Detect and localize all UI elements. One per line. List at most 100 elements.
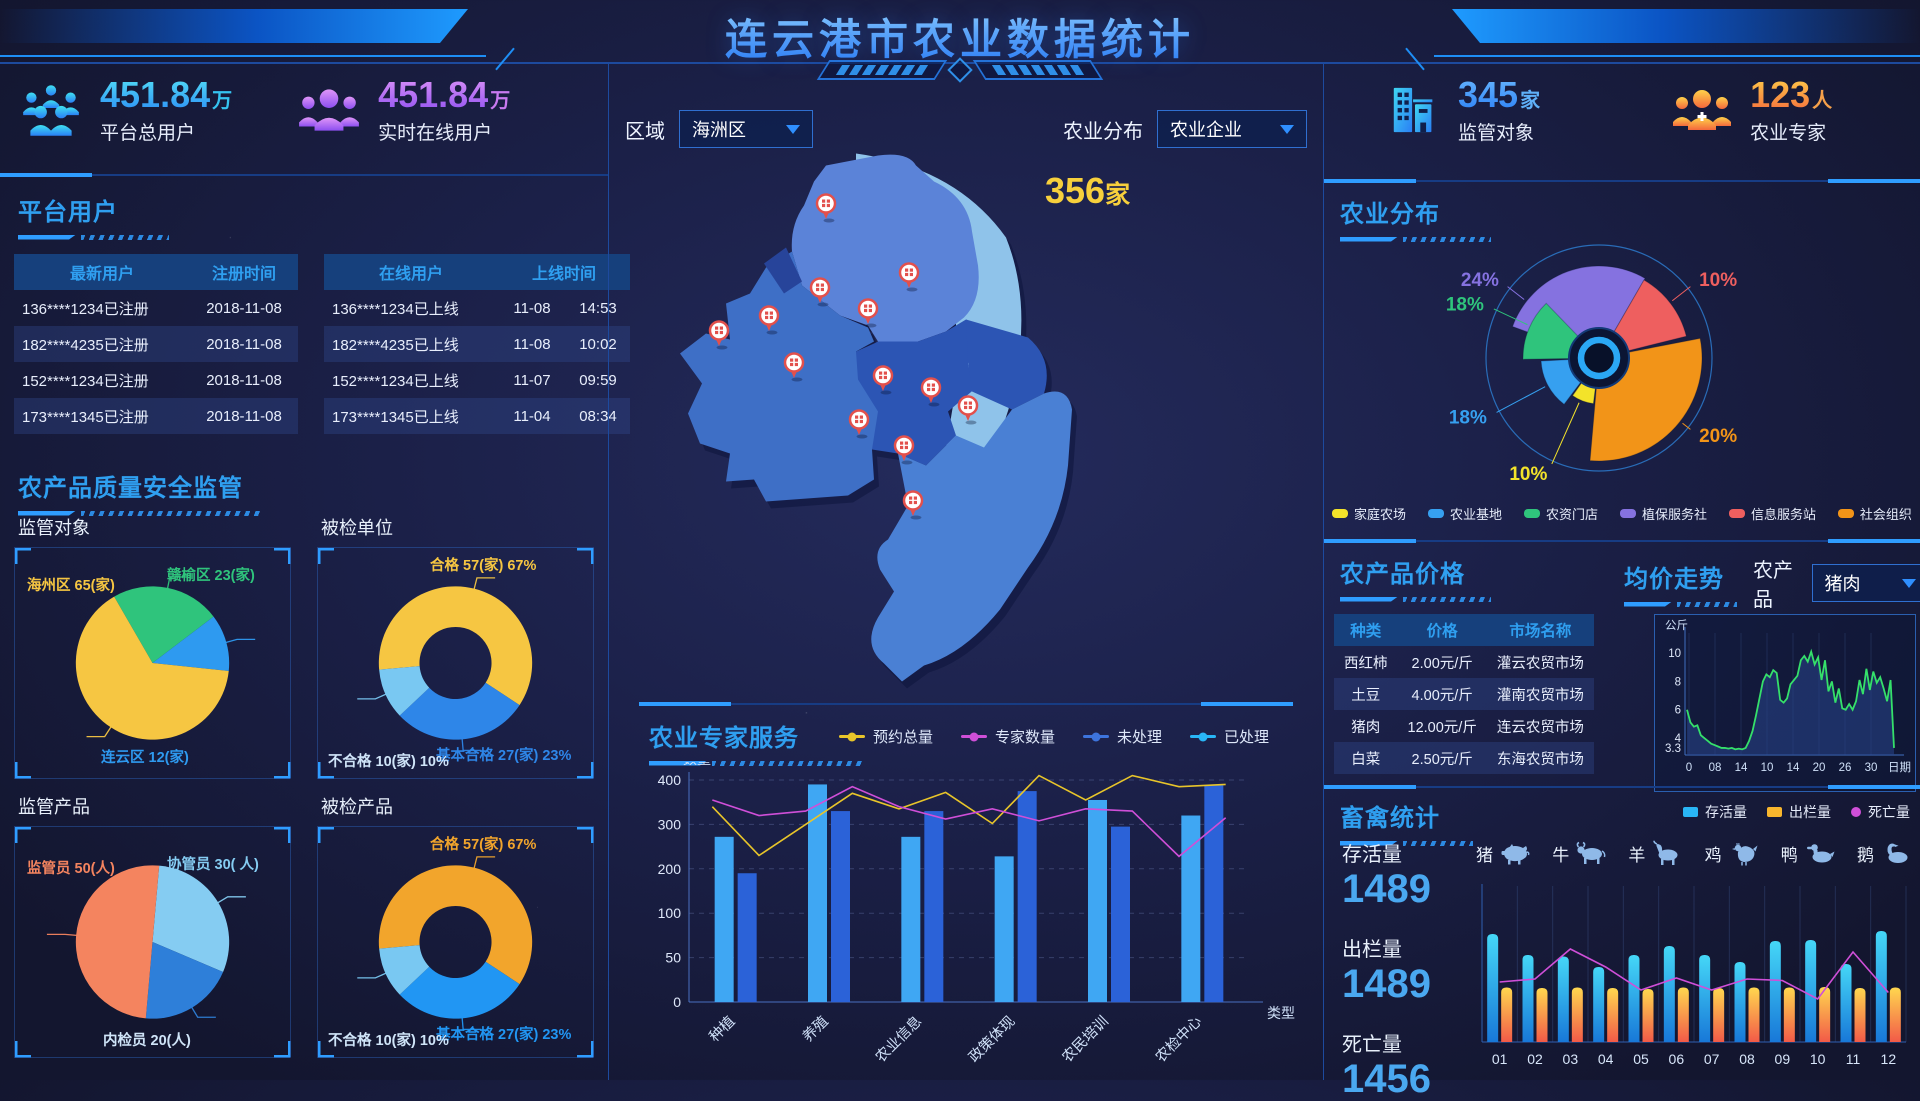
online-users-table: 在线用户 上线时间 136****1234已上线 11-08 14:53 182**… bbox=[324, 254, 630, 434]
map-region-south[interactable] bbox=[871, 391, 1072, 682]
map-region-center[interactable] bbox=[856, 319, 982, 466]
bar-alive bbox=[1522, 955, 1534, 1042]
map-region-east[interactable] bbox=[966, 319, 1047, 410]
map-pin[interactable] bbox=[920, 377, 942, 407]
svg-text:公斤: 公斤 bbox=[1665, 619, 1688, 632]
svg-text:300: 300 bbox=[658, 816, 682, 832]
svg-text:10: 10 bbox=[1668, 648, 1681, 660]
legend-marker bbox=[839, 735, 865, 738]
map-pin[interactable] bbox=[708, 320, 730, 350]
svg-text:0: 0 bbox=[1686, 762, 1692, 774]
map-pin[interactable] bbox=[902, 490, 924, 520]
legend-item[interactable]: 专家数量 bbox=[961, 726, 1055, 747]
svg-text:30: 30 bbox=[1865, 762, 1878, 774]
table-row: 猪肉 12.00元/斤 连云农贸市场 bbox=[1351, 719, 1584, 736]
legend-item[interactable]: 信息服务站 bbox=[1728, 504, 1816, 523]
animal-duck: 鸭 bbox=[1781, 840, 1836, 866]
pie-slice bbox=[152, 616, 230, 672]
map-pin[interactable] bbox=[857, 298, 879, 328]
bar-out bbox=[1819, 987, 1831, 1042]
pie-slice bbox=[399, 961, 520, 1019]
agri-distribution-legend: 家庭农场 农业基地 农资门店 植保服务社 信息服务站 社会组织 bbox=[1332, 504, 1912, 523]
legend-item[interactable]: 出栏量 bbox=[1767, 802, 1831, 822]
svg-text:10: 10 bbox=[1761, 762, 1774, 774]
legend-chip bbox=[1851, 807, 1861, 817]
panel-title: 监管对象 bbox=[18, 518, 90, 538]
livestock-legend: 存活量 出栏量 死亡量 bbox=[1683, 802, 1910, 822]
map-pin[interactable] bbox=[957, 395, 979, 425]
column-header: 注册时间 bbox=[190, 254, 298, 290]
enterprise-count-badge: 356家 bbox=[1045, 170, 1131, 211]
map-pin[interactable] bbox=[815, 193, 837, 223]
map-pin[interactable] bbox=[758, 305, 780, 335]
section-underline bbox=[18, 510, 261, 516]
distribution-label: 农业分布 bbox=[1063, 120, 1143, 143]
legend-item[interactable]: 植保服务社 bbox=[1619, 504, 1707, 523]
stat-total-users-label: 平台总用户 bbox=[100, 122, 196, 144]
price-table: 种类 价格 市场名称 西红柿 2.00元/斤 灌云农贸市场 土豆 4.00元/斤 灌南农… bbox=[1334, 614, 1594, 774]
legend-item[interactable]: 已处理 bbox=[1190, 726, 1269, 747]
title-decoration-right bbox=[972, 60, 1104, 80]
legend-item[interactable]: 农业基地 bbox=[1427, 504, 1502, 523]
section-title: 农业分布 bbox=[1340, 201, 1440, 228]
register-users-table: 最新用户 注册时间 136****1234已注册 2018-11-08 182**… bbox=[14, 254, 298, 434]
column-header: 在线用户 bbox=[324, 254, 498, 290]
map-region-north[interactable] bbox=[791, 154, 979, 342]
region-select[interactable]: 海洲区 bbox=[679, 110, 813, 148]
bar-out bbox=[1501, 987, 1513, 1042]
bar bbox=[924, 811, 944, 1002]
map-svg bbox=[680, 153, 1072, 682]
stat-experts: 123 人 农业专家 bbox=[1670, 76, 1832, 145]
map-pin[interactable] bbox=[898, 262, 920, 292]
map-pin[interactable] bbox=[809, 277, 831, 307]
animal-chicken: 鸡 bbox=[1705, 840, 1760, 866]
legend-item[interactable]: 农资门店 bbox=[1523, 504, 1598, 523]
stat-total-users-value: 451.84 bbox=[100, 74, 211, 115]
experts-group-icon bbox=[1673, 90, 1732, 131]
section-title: 畜禽统计 bbox=[1340, 805, 1440, 832]
panel-title: 被检产品 bbox=[321, 797, 393, 817]
legend-chip bbox=[1332, 509, 1348, 518]
bar bbox=[714, 836, 734, 1002]
map-pin[interactable] bbox=[783, 352, 805, 382]
product-select[interactable]: 猪肉 bbox=[1811, 564, 1920, 602]
legend-item[interactable]: 家庭农场 bbox=[1332, 504, 1406, 523]
svg-text:3.3: 3.3 bbox=[1665, 743, 1681, 755]
pie-label: 不合格 10(家) 10% bbox=[328, 1033, 449, 1049]
stat-supervised-label: 监管对象 bbox=[1458, 122, 1535, 144]
bar-out bbox=[1571, 987, 1583, 1042]
pie-slice bbox=[379, 945, 430, 995]
map-region-lake bbox=[764, 247, 802, 294]
svg-text:02: 02 bbox=[1527, 1051, 1543, 1067]
chevron-down-icon bbox=[1280, 124, 1294, 134]
map-region-coast[interactable] bbox=[856, 153, 1022, 502]
bar-alive bbox=[1769, 941, 1781, 1042]
column-header: 价格 bbox=[1397, 614, 1487, 646]
divider bbox=[0, 173, 608, 177]
legend-item[interactable]: 预约总量 bbox=[839, 726, 933, 747]
distribution-select[interactable]: 农业企业 bbox=[1157, 110, 1307, 148]
svg-text:18%: 18% bbox=[1449, 408, 1487, 429]
bar-alive bbox=[1628, 955, 1640, 1042]
table-row: 173****1345已上线 11-04 08:34 bbox=[324, 398, 630, 434]
bar-out bbox=[1783, 987, 1795, 1042]
legend-marker bbox=[1083, 735, 1110, 738]
map-region-west[interactable] bbox=[680, 251, 902, 502]
map-pin[interactable] bbox=[872, 365, 894, 395]
legend-item[interactable]: 死亡量 bbox=[1851, 802, 1910, 822]
bar-out bbox=[1607, 988, 1619, 1042]
legend-item[interactable]: 存活量 bbox=[1683, 802, 1747, 822]
price-line bbox=[1686, 648, 1895, 751]
section-livestock: 畜禽统计 bbox=[1340, 798, 1473, 846]
svg-text:种植: 种植 bbox=[706, 1013, 739, 1046]
legend-item[interactable]: 未处理 bbox=[1083, 726, 1162, 747]
line-series bbox=[711, 774, 1226, 857]
pig-icon bbox=[1501, 844, 1530, 865]
map-pin[interactable] bbox=[893, 435, 915, 465]
map-pin[interactable] bbox=[848, 409, 870, 439]
legend-item[interactable]: 社会组织 bbox=[1837, 504, 1912, 523]
chevron-down-icon bbox=[786, 124, 800, 134]
table-row: 土豆 4.00元/斤 灌南农贸市场 bbox=[1334, 678, 1594, 710]
agri-distribution-rose-chart: 24% 10% 20% 10% 18% 18% bbox=[1446, 244, 1737, 485]
divider bbox=[1324, 785, 1920, 789]
